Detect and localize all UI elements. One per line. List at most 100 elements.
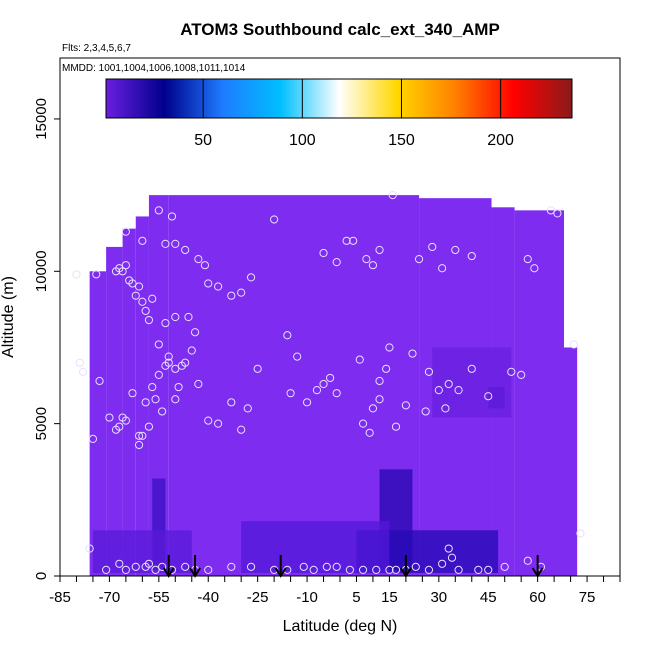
profile-point bbox=[411, 562, 420, 571]
profile-point bbox=[424, 367, 434, 376]
profile-point bbox=[154, 206, 163, 215]
mmdd-caption: MMDD: 1001,1004,1006,1008,1011,1014 bbox=[62, 63, 246, 74]
profile-point bbox=[95, 376, 104, 386]
profile-point bbox=[204, 565, 213, 575]
profile-point bbox=[391, 565, 401, 575]
profile-point bbox=[138, 236, 147, 245]
profile-point bbox=[121, 227, 130, 236]
profile-point bbox=[434, 386, 443, 395]
profile-point bbox=[447, 553, 457, 562]
profile-point bbox=[332, 258, 341, 267]
profile-point bbox=[131, 562, 140, 571]
profile-point bbox=[171, 239, 180, 248]
profile-point bbox=[382, 364, 391, 373]
profile-point bbox=[141, 306, 150, 316]
profile-point bbox=[467, 251, 476, 261]
profile-point bbox=[319, 379, 328, 389]
profile-point bbox=[144, 559, 154, 568]
x-tick-label: -40 bbox=[197, 589, 219, 606]
profile-point bbox=[283, 331, 292, 340]
profile-point bbox=[358, 419, 368, 428]
profile-point bbox=[200, 261, 210, 270]
x-tick-label: -85 bbox=[49, 589, 71, 606]
profile-point bbox=[332, 562, 341, 571]
x-tick-label: -70 bbox=[99, 589, 121, 606]
profile-point bbox=[184, 312, 193, 322]
profile-point bbox=[177, 361, 186, 370]
profile-point bbox=[134, 431, 144, 440]
profile-point bbox=[158, 562, 167, 571]
profile-point bbox=[148, 382, 157, 392]
profile-point bbox=[358, 565, 368, 575]
profile-point bbox=[171, 312, 180, 322]
x-tick-label: -10 bbox=[296, 589, 318, 606]
profile-point bbox=[92, 270, 101, 279]
profile-point bbox=[227, 291, 236, 300]
profile-point bbox=[500, 562, 509, 571]
profile-point bbox=[253, 364, 262, 373]
colorbar-tick-label: 50 bbox=[194, 132, 212, 149]
profile-point bbox=[144, 315, 154, 325]
profile-point bbox=[484, 392, 493, 401]
profile-point bbox=[424, 565, 434, 575]
profile-point bbox=[151, 565, 160, 575]
profile-point bbox=[388, 191, 397, 200]
profile-point bbox=[326, 373, 335, 383]
profile-point bbox=[164, 352, 173, 361]
profile-point bbox=[302, 398, 312, 407]
profile-point bbox=[134, 282, 144, 291]
profile-point bbox=[349, 236, 358, 245]
profile-point bbox=[375, 376, 384, 386]
profile-point bbox=[293, 352, 302, 361]
profile-point bbox=[246, 273, 256, 282]
profile-point bbox=[214, 419, 223, 428]
profile-point bbox=[484, 565, 493, 575]
profile-point bbox=[131, 291, 140, 300]
profile-point bbox=[454, 386, 463, 395]
field-region bbox=[168, 195, 420, 576]
x-tick-label: 15 bbox=[381, 589, 398, 606]
profile-points bbox=[72, 191, 585, 575]
colorbar-tick-label: 100 bbox=[289, 132, 316, 149]
x-tick-label: -55 bbox=[148, 589, 170, 606]
field-region bbox=[106, 246, 123, 576]
profile-point bbox=[517, 370, 526, 379]
profile-point bbox=[438, 264, 447, 273]
profile-point bbox=[181, 562, 190, 571]
profile-point bbox=[105, 413, 114, 422]
profile-point bbox=[299, 562, 308, 571]
profile-point bbox=[309, 565, 318, 575]
profile-point bbox=[121, 261, 130, 270]
profile-point bbox=[368, 261, 378, 270]
flights-caption: Flts: 2,3,4,5,6,7 bbox=[62, 43, 131, 54]
profile-point bbox=[243, 404, 252, 413]
profile-point bbox=[121, 565, 130, 575]
profile-point bbox=[148, 294, 157, 303]
profile-point bbox=[576, 529, 585, 538]
profile-point bbox=[75, 358, 84, 367]
field-region bbox=[122, 228, 136, 576]
profile-point bbox=[530, 264, 539, 273]
profile-point bbox=[164, 358, 173, 367]
profile-point bbox=[118, 267, 127, 276]
colorbar-tick-label: 150 bbox=[388, 132, 415, 149]
x-axis-label: Latitude (deg N) bbox=[283, 618, 398, 635]
profile-point bbox=[167, 212, 177, 221]
profile-point bbox=[171, 395, 180, 404]
profile-point bbox=[154, 370, 163, 379]
profile-point bbox=[115, 559, 124, 568]
profile-point bbox=[204, 416, 213, 425]
profile-point bbox=[158, 407, 167, 416]
x-tick-label: 60 bbox=[529, 589, 546, 606]
profile-point bbox=[115, 422, 124, 431]
profile-point bbox=[312, 386, 322, 395]
profile-point bbox=[507, 367, 516, 376]
profile-point bbox=[102, 565, 111, 575]
profile-point bbox=[270, 215, 279, 224]
profile-point bbox=[227, 562, 236, 571]
profile-point bbox=[441, 404, 450, 413]
profile-point bbox=[375, 245, 384, 255]
profile-point bbox=[401, 401, 410, 410]
profile-point bbox=[190, 328, 200, 337]
